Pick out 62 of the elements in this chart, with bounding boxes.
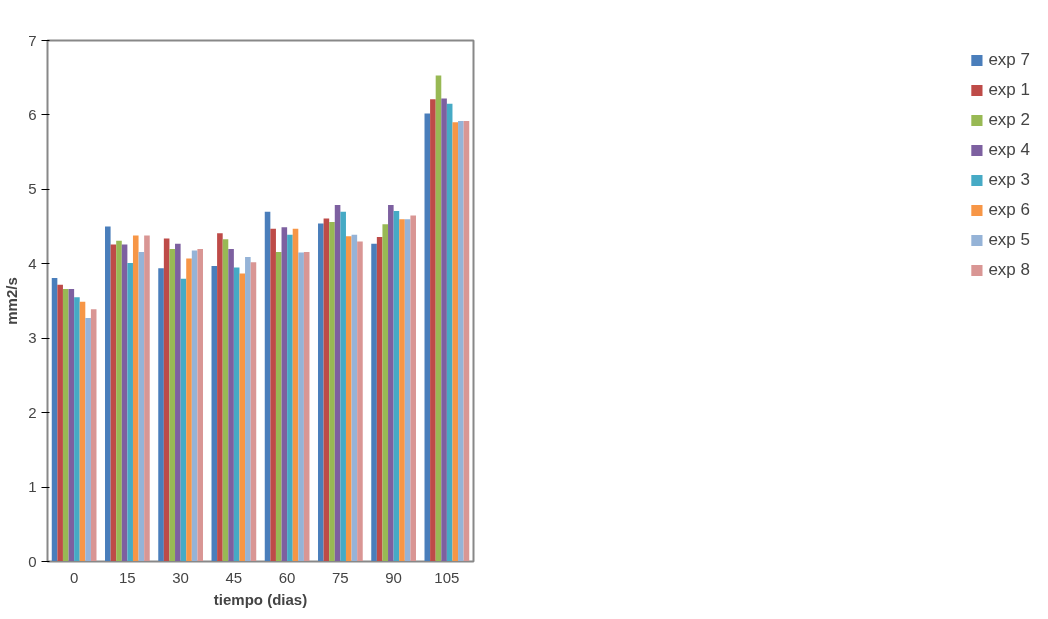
bar xyxy=(105,226,111,562)
y-tick-label: 0 xyxy=(28,552,37,570)
bar xyxy=(357,241,363,562)
bar xyxy=(345,236,352,562)
bar xyxy=(430,99,436,562)
bar xyxy=(116,240,122,562)
x-tick-label: 15 xyxy=(119,568,136,586)
x-tick-label: 75 xyxy=(332,568,349,586)
legend-label: exp 2 xyxy=(988,110,1030,130)
bar xyxy=(399,219,405,562)
legend-label: exp 3 xyxy=(988,170,1030,190)
y-axis-title: mm2/s xyxy=(3,277,21,325)
x-tick-label: 30 xyxy=(172,568,189,586)
y-tick-label: 6 xyxy=(28,105,37,123)
bar xyxy=(57,284,63,562)
bar xyxy=(388,204,394,562)
y-tick-label: 1 xyxy=(28,478,37,496)
legend-label: exp 4 xyxy=(988,140,1030,160)
bar xyxy=(62,289,69,562)
bar xyxy=(382,224,389,562)
bar xyxy=(85,318,91,562)
bar xyxy=(298,252,304,562)
bar xyxy=(186,258,192,562)
bar xyxy=(197,248,203,562)
bar xyxy=(228,248,234,562)
x-tick-label: 60 xyxy=(278,568,296,586)
bar xyxy=(318,223,324,562)
bar xyxy=(371,243,377,562)
bar xyxy=(452,122,459,562)
bar xyxy=(287,234,293,562)
legend-label: exp 8 xyxy=(988,260,1030,280)
y-tick-label: 2 xyxy=(28,403,37,421)
bar xyxy=(169,248,176,562)
bar xyxy=(329,222,335,562)
bar xyxy=(270,228,276,562)
bar xyxy=(410,215,416,562)
x-tick-label: 45 xyxy=(225,568,243,586)
x-axis-title: tiempo (dias) xyxy=(213,590,308,608)
bar xyxy=(132,235,139,562)
y-tick-label: 7 xyxy=(28,31,37,49)
bar xyxy=(239,273,246,562)
y-tick-label: 5 xyxy=(28,180,37,198)
bar xyxy=(441,98,447,562)
bar xyxy=(74,297,80,562)
x-tick-label: 0 xyxy=(69,568,79,586)
bar xyxy=(458,120,464,562)
bar xyxy=(275,251,282,562)
bar xyxy=(158,268,164,562)
legend-label: exp 5 xyxy=(988,230,1030,250)
y-tick-label: 4 xyxy=(28,254,37,272)
bar xyxy=(340,211,346,562)
legend-label: exp 6 xyxy=(988,200,1030,220)
y-tick-label: 3 xyxy=(28,329,37,347)
x-tick-label: 105 xyxy=(434,568,460,586)
bar xyxy=(144,235,150,562)
legend-label: exp 7 xyxy=(988,50,1030,70)
bar xyxy=(175,243,181,562)
legend-label: exp 1 xyxy=(988,80,1030,100)
bar xyxy=(245,257,251,562)
x-tick-label: 90 xyxy=(385,568,402,586)
bar xyxy=(217,233,223,562)
bar xyxy=(127,263,133,562)
